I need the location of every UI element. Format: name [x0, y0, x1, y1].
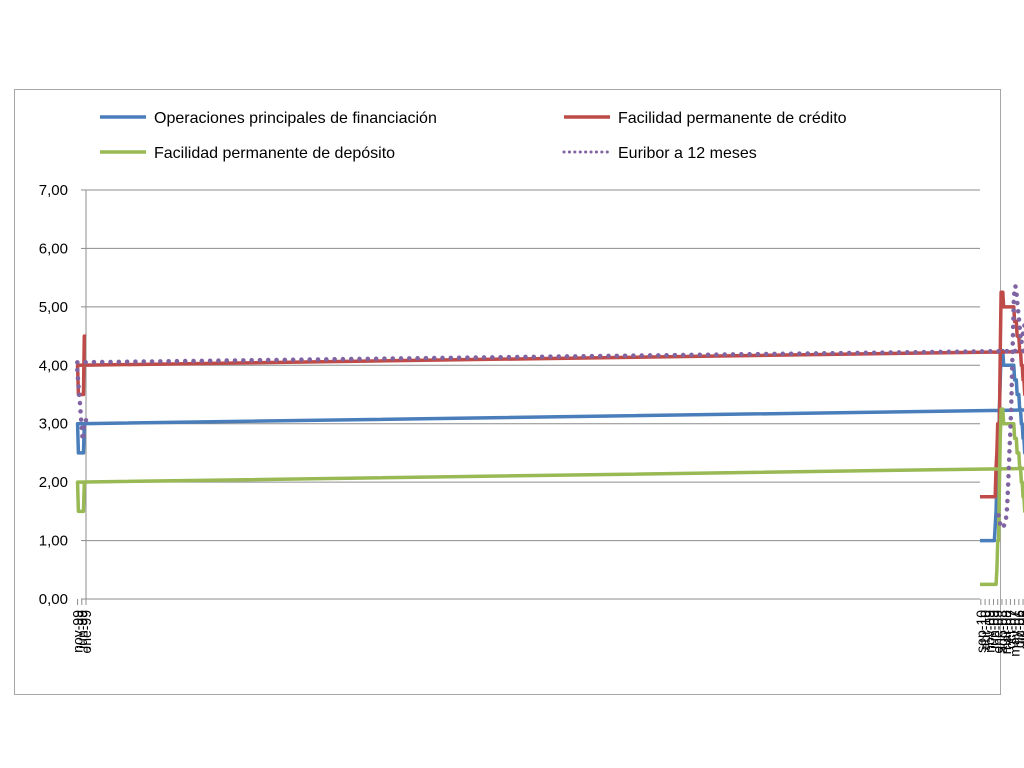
gridlines	[86, 189, 980, 542]
series-line	[74, 284, 1024, 533]
legend-label: Operaciones principales de financiación	[154, 110, 437, 127]
x-tick-label: dic-06	[1011, 610, 1024, 648]
x-tick-label: ago-08	[994, 610, 1010, 654]
series-lines	[74, 284, 1024, 587]
x-tick-label: jun-09	[986, 610, 1002, 650]
series-line	[75, 290, 1024, 499]
y-axis-ticks: 0,00 1,00 2,00 3,00 4,00 5,00 6,00 7,00	[39, 182, 86, 608]
y-tick-label: 2,00	[39, 474, 68, 491]
x-tick-label: oct-07	[1002, 610, 1018, 649]
legend-label: Facilidad permanente de crédito	[618, 110, 847, 127]
y-tick-label: 6,00	[39, 240, 68, 257]
series-line	[75, 407, 1024, 587]
legend: Operaciones principales de financiación F…	[100, 110, 847, 162]
y-tick-label: 1,00	[39, 533, 68, 550]
x-tick-label: jul-06	[1015, 610, 1024, 645]
y-tick-label: 4,00	[39, 357, 68, 374]
axes	[85, 190, 980, 600]
x-tick-label: ene-99	[78, 610, 94, 654]
x-tick-label: sep-10	[973, 610, 989, 653]
x-tick-label: ene-09	[990, 610, 1006, 654]
x-tick-label: mar-08	[998, 610, 1014, 655]
x-tick-label: may-07	[1007, 610, 1023, 657]
y-tick-label: 3,00	[39, 416, 68, 433]
legend-label: Facilidad permanente de depósito	[154, 145, 395, 162]
x-axis-ticks: ene-99jun-99nov-99abr-00sep-00feb-01jul-…	[70, 599, 1024, 657]
x-tick-label: feb-06	[1019, 610, 1024, 650]
x-tick-label: nov-09	[981, 610, 997, 653]
x-tick-label: nov-99	[70, 610, 86, 653]
y-tick-label: 5,00	[39, 299, 68, 316]
y-tick-label: 0,00	[39, 591, 68, 608]
y-tick-label: 7,00	[39, 182, 68, 199]
legend-label: Euribor a 12 meses	[618, 145, 757, 162]
x-tick-label: jun-99	[74, 610, 90, 650]
x-tick-label: abr-10	[977, 610, 993, 651]
